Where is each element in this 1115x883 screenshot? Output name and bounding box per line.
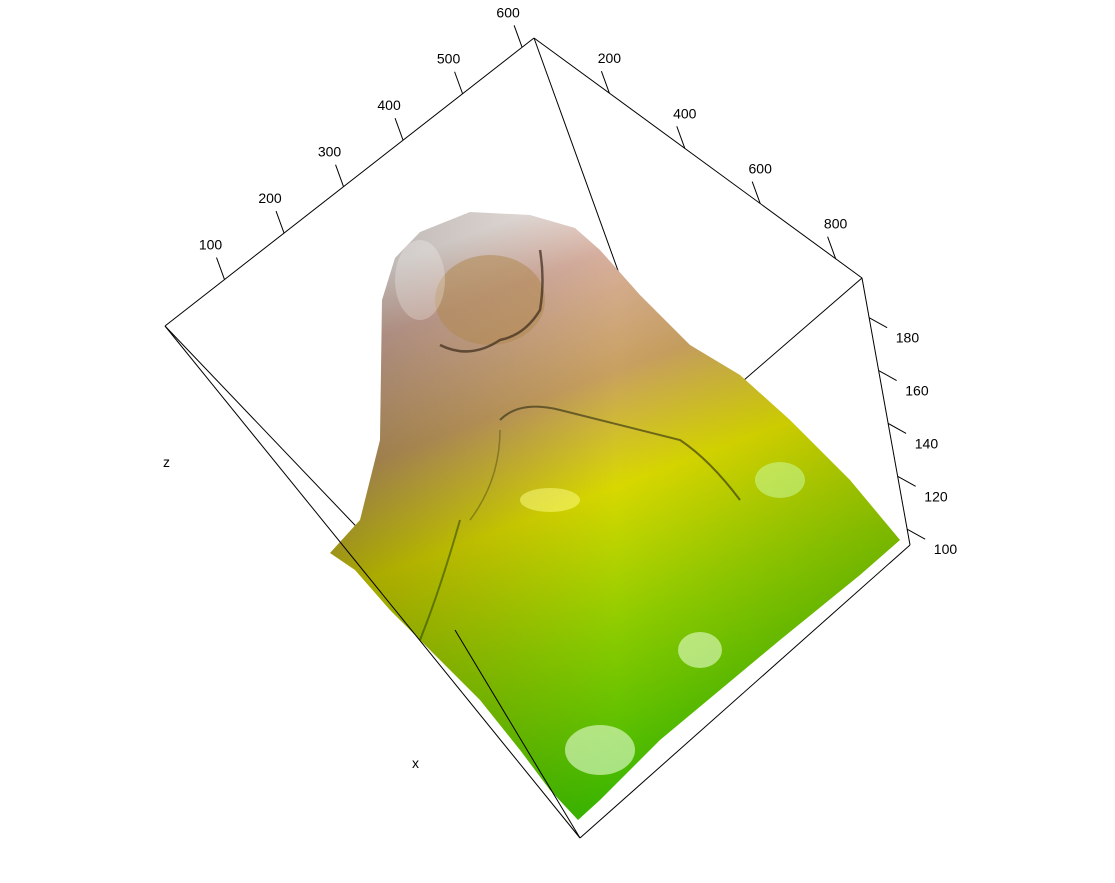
crater [435,255,545,345]
y-axis-tick [751,181,761,204]
x-axis-tick [335,164,345,187]
y-axis-tick-label: 400 [673,105,697,121]
x-axis-tick [394,118,404,141]
z-axis-tick [887,422,907,434]
x-axis-tick [454,71,464,94]
x-axis-tick-label: 200 [258,190,282,206]
z-axis: 100 120 140 160 180 [868,317,958,557]
y-axis-tick-label: 200 [598,50,622,66]
x-axis-tick [513,25,523,48]
z-axis-tick [897,475,916,487]
x-axis: 100 200 300 400 500 600 [199,4,523,280]
x-axis-tick-label: 400 [377,97,401,113]
z-axis-tick-label: 180 [896,330,920,346]
x-axis-tick-label: 500 [437,51,461,67]
z-axis-tick-label: 100 [934,541,958,557]
x-axis-tick-label: 300 [318,144,342,160]
y-axis-tick [600,71,610,94]
x-axis-tick-label: 100 [199,237,223,253]
z-axis-tick [878,370,897,381]
z-axis-tick [868,317,888,329]
box-front-edges [164,277,911,839]
z-axis-tick-label: 120 [924,488,948,504]
z-axis-tick-label: 140 [915,435,939,451]
terrain-surface [330,212,900,820]
y-axis-tick-label: 800 [824,216,848,232]
x-axis-title: x [412,755,419,771]
y-axis: 200 400 600 800 [598,50,848,259]
x-axis-tick [216,257,225,280]
z-axis-tick [906,528,926,540]
y-axis-tick-label: 600 [749,161,773,177]
x-axis-tick [275,210,285,234]
x-axis-tick-label: 600 [496,4,520,20]
y-axis-tick [827,236,837,259]
z-axis-title: z [163,454,170,470]
y-axis-tick [676,126,686,149]
z-axis-tick-label: 160 [905,383,929,399]
